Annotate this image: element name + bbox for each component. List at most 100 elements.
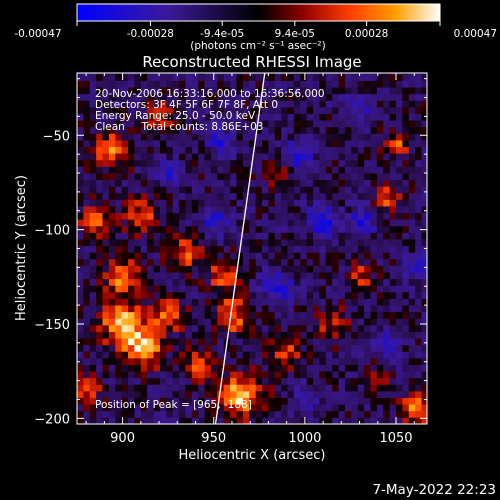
heatmap-cell [223, 364, 231, 372]
heatmap-cell [364, 139, 371, 147]
heatmap-cell [383, 410, 391, 418]
heatmap-cell [204, 87, 212, 95]
heatmap-cell [319, 159, 327, 167]
heatmap-cell [242, 397, 250, 405]
heatmap-cell [319, 318, 327, 326]
heatmap-cell [396, 206, 403, 214]
heatmap-cell [153, 153, 161, 161]
heatmap-cell [300, 357, 308, 365]
heatmap-cell [415, 324, 422, 332]
heatmap-cell [421, 311, 427, 319]
heatmap-cell [185, 199, 193, 207]
heatmap-cell [262, 232, 269, 240]
heatmap-cell [108, 146, 116, 154]
heatmap-cell [153, 272, 161, 280]
heatmap-cell [268, 390, 276, 398]
heatmap-cell [102, 311, 110, 319]
heatmap-cell [102, 199, 110, 207]
heatmap-cell [140, 404, 148, 412]
heatmap-cell [210, 225, 218, 233]
heatmap-cell [357, 265, 365, 273]
heatmap-cell [421, 206, 427, 214]
heatmap-cell [351, 265, 359, 273]
heatmap-cell [281, 410, 288, 418]
heatmap-cell [236, 311, 244, 319]
heatmap-cell [325, 410, 333, 418]
heatmap-cell [415, 357, 422, 365]
heatmap-cell [421, 324, 427, 332]
heatmap-cell [153, 384, 161, 392]
heatmap-cell [262, 73, 269, 75]
heatmap-cell [230, 272, 237, 280]
heatmap-cell [166, 338, 174, 346]
heatmap-cell [185, 73, 193, 75]
heatmap-cell [108, 371, 116, 379]
heatmap-cell [108, 133, 116, 141]
heatmap-cell [217, 344, 225, 352]
heatmap-cell [147, 106, 154, 114]
heatmap-cell [255, 291, 263, 299]
heatmap-cell [293, 73, 301, 81]
heatmap-cell [242, 106, 250, 114]
heatmap-cell [179, 318, 186, 326]
heatmap-cell [274, 100, 282, 108]
heatmap-cell [249, 179, 257, 187]
heatmap-cell [217, 106, 225, 114]
heatmap-cell [364, 166, 371, 174]
heatmap-cell [185, 318, 193, 326]
heatmap-cell [281, 173, 288, 181]
heatmap-cell [159, 305, 167, 313]
heatmap-cell [210, 265, 218, 273]
heatmap-cell [357, 232, 365, 240]
heatmap-cell [408, 364, 416, 372]
heatmap-cell [376, 331, 384, 339]
heatmap-cell [89, 206, 97, 214]
heatmap-cell [198, 100, 206, 108]
heatmap-cell [166, 384, 174, 392]
heatmap-cell [223, 377, 231, 385]
heatmap-cell [198, 126, 206, 134]
heatmap-cell [159, 133, 167, 141]
heatmap-cell [166, 87, 174, 95]
heatmap-cell [153, 298, 161, 306]
heatmap-cell [287, 305, 295, 313]
heatmap-cell [408, 139, 416, 147]
heatmap-cell [274, 364, 282, 372]
heatmap-cell [77, 153, 84, 161]
heatmap-cell [185, 179, 193, 187]
heatmap-cell [293, 338, 301, 346]
heatmap-cell [389, 252, 397, 260]
heatmap-cell [236, 87, 244, 95]
heatmap-cell [191, 311, 199, 319]
heatmap-cell [293, 126, 301, 134]
heatmap-cell [83, 252, 91, 260]
heatmap-cell [96, 87, 103, 95]
heatmap-cell [140, 133, 148, 141]
heatmap-cell [338, 126, 346, 134]
heatmap-cell [421, 377, 427, 385]
heatmap-cell [191, 298, 199, 306]
heatmap-cell [383, 100, 391, 108]
heatmap-cell [83, 73, 91, 75]
heatmap-cell [96, 126, 103, 134]
heatmap-cell [306, 324, 314, 332]
heatmap-cell [249, 73, 257, 81]
heatmap-cell [370, 73, 378, 81]
heatmap-cell [332, 404, 339, 412]
heatmap-cell [300, 397, 308, 405]
heatmap-cell [172, 278, 180, 286]
heatmap-cell [121, 278, 129, 286]
heatmap-cell [408, 331, 416, 339]
heatmap-cell [77, 417, 84, 424]
heatmap-cell [102, 338, 110, 346]
heatmap-cell [159, 87, 167, 95]
heatmap-cell [338, 351, 346, 359]
heatmap-cell [83, 371, 91, 379]
heatmap-cell [153, 278, 161, 286]
heatmap-cell [319, 80, 327, 88]
heatmap-cell [159, 179, 167, 187]
heatmap-cell [217, 291, 225, 299]
heatmap-cell [389, 285, 397, 293]
heatmap-cell [102, 166, 110, 174]
heatmap-cell [274, 179, 282, 187]
